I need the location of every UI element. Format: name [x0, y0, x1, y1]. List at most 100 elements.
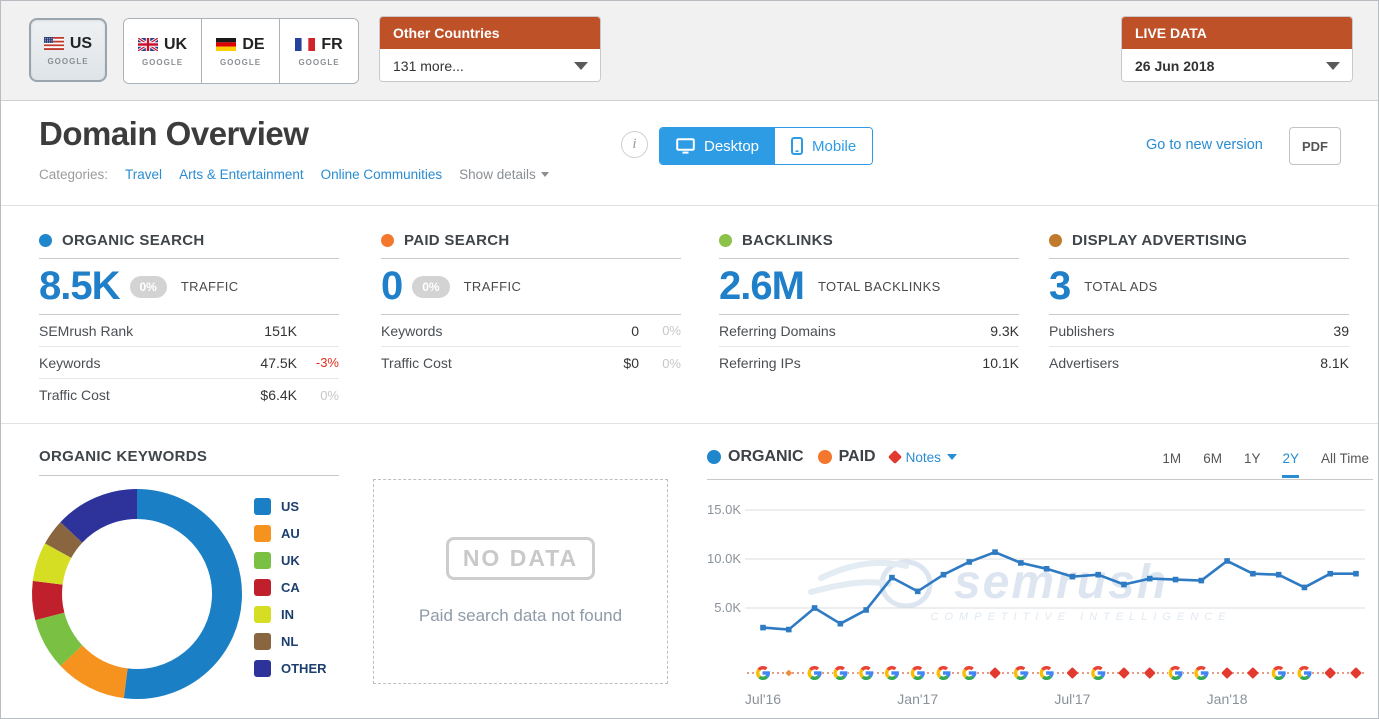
- range-tab-6m[interactable]: 6M: [1203, 451, 1222, 466]
- live-data-dropdown: LIVE DATA 26 Jun 2018: [1121, 16, 1353, 82]
- range-tab-all-time[interactable]: All Time: [1320, 451, 1369, 466]
- live-data-select[interactable]: 26 Jun 2018: [1122, 49, 1352, 81]
- google-update-icon[interactable]: [858, 665, 874, 681]
- note-marker-icon[interactable]: [1118, 667, 1130, 679]
- metric-dot-icon: [39, 234, 52, 247]
- metric-value-row: 0 0% TRAFFIC: [381, 259, 681, 315]
- google-update-icon[interactable]: [1296, 665, 1312, 681]
- donut-chart-svg: [32, 489, 242, 699]
- legend-swatch-icon: [254, 498, 271, 515]
- donut-slice-us: [123, 489, 242, 699]
- other-countries-select[interactable]: 131 more...: [380, 49, 600, 81]
- metric-big-value: 8.5K: [39, 264, 120, 308]
- legend-swatch-icon: [254, 579, 271, 596]
- note-marker-icon[interactable]: [1324, 667, 1336, 679]
- donut-legend-item: NL: [254, 633, 327, 650]
- donut-slice-au: [60, 644, 129, 699]
- legend-label: ORGANIC: [728, 448, 804, 465]
- note-marker-icon[interactable]: [989, 667, 1001, 679]
- metric-row-label: Keywords: [39, 354, 101, 371]
- category-link[interactable]: Online Communities: [320, 167, 443, 182]
- range-tab-2y[interactable]: 2Y: [1282, 451, 1299, 478]
- metric-row-value: 47.5K: [260, 354, 297, 371]
- google-update-icon[interactable]: [1271, 665, 1287, 681]
- note-marker-icon[interactable]: [1247, 667, 1259, 679]
- category-link[interactable]: Arts & Entertainment: [179, 167, 304, 182]
- country-tab-de[interactable]: DE GOOGLE: [202, 19, 280, 83]
- metric-card-organic-search: ORGANIC SEARCH 8.5K 0% TRAFFIC SEMrush Rank 1…: [39, 206, 339, 411]
- google-update-icon[interactable]: [807, 665, 823, 681]
- search-engine-label: GOOGLE: [219, 57, 262, 67]
- google-update-icon[interactable]: [1193, 665, 1209, 681]
- go-to-new-version-link[interactable]: Go to new version: [1146, 137, 1263, 153]
- categories-row: Categories: Travel Arts & Entertainment On…: [39, 167, 549, 182]
- google-update-icon[interactable]: [1013, 665, 1029, 681]
- country-tab-flag-code: UK: [137, 36, 187, 54]
- google-update-icon[interactable]: [910, 665, 926, 681]
- show-details-toggle[interactable]: Show details: [459, 167, 549, 182]
- metric-row: Keywords 47.5K -3%: [39, 347, 339, 379]
- metric-row-value: 8.1K: [1320, 355, 1349, 371]
- google-update-icon[interactable]: [755, 665, 771, 681]
- google-update-icon[interactable]: [961, 665, 977, 681]
- country-tab-fr[interactable]: FR GOOGLE: [280, 19, 358, 83]
- other-countries-value: 131 more...: [393, 57, 464, 74]
- info-icon[interactable]: i: [621, 131, 648, 158]
- other-countries-dropdown: Other Countries 131 more...: [379, 16, 601, 82]
- chevron-down-icon: [946, 454, 957, 460]
- metric-value-label: TRAFFIC: [180, 279, 239, 294]
- desktop-toggle-button[interactable]: Desktop: [660, 128, 776, 164]
- google-update-icon[interactable]: [935, 665, 951, 681]
- chevron-down-icon: [540, 172, 549, 177]
- metric-card-title: PAID SEARCH: [381, 232, 681, 259]
- country-tab-us[interactable]: US GOOGLE: [29, 18, 107, 82]
- mobile-toggle-button[interactable]: Mobile: [775, 128, 873, 164]
- range-tab-1m[interactable]: 1M: [1162, 451, 1182, 466]
- small-note-marker-icon[interactable]: [785, 669, 793, 677]
- country-code: DE: [242, 35, 265, 53]
- country-tabs: US GOOGLE UK GOOGLE DE GOOGLE FR GOOGLE: [29, 18, 359, 84]
- donut-legend-item: US: [254, 498, 327, 515]
- note-marker-icon[interactable]: [1066, 667, 1078, 679]
- organic-keywords-donut-chart: [29, 480, 245, 713]
- organic-keywords-title: ORGANIC KEYWORDS: [39, 448, 339, 476]
- country-tab-uk[interactable]: UK GOOGLE: [124, 19, 202, 83]
- metric-row-label: Publishers: [1049, 322, 1115, 339]
- metric-dot-icon: [381, 234, 394, 247]
- metric-card-title: DISPLAY ADVERTISING: [1049, 232, 1349, 259]
- metric-row-value: 10.1K: [982, 355, 1019, 371]
- live-data-value: 26 Jun 2018: [1135, 57, 1215, 74]
- de-flag-icon: [216, 38, 237, 51]
- google-update-icon[interactable]: [832, 665, 848, 681]
- desktop-icon: [676, 137, 695, 154]
- notes-dropdown[interactable]: Notes: [887, 450, 957, 465]
- note-marker-icon[interactable]: [1144, 667, 1156, 679]
- note-marker-icon[interactable]: [1350, 667, 1362, 679]
- note-marker-icon[interactable]: [1221, 667, 1233, 679]
- search-engine-label: GOOGLE: [47, 56, 89, 66]
- country-tab-flag-code: US: [43, 35, 92, 53]
- range-tabs: 1M 6M 1Y 2Y All Time: [1162, 451, 1369, 478]
- metric-row-value: 39: [1333, 322, 1349, 339]
- other-countries-header: Other Countries: [380, 17, 600, 49]
- metric-row-change: 0%: [662, 355, 681, 371]
- trend-legend: ORGANIC PAID Notes: [707, 448, 957, 466]
- google-update-icon[interactable]: [1168, 665, 1184, 681]
- svg-text:COMPETITIVE INTELLIGENCE: COMPETITIVE INTELLIGENCE: [930, 611, 1231, 623]
- legend-swatch-icon: [254, 633, 271, 650]
- metric-title-text: DISPLAY ADVERTISING: [1072, 232, 1248, 249]
- google-update-icon[interactable]: [1039, 665, 1055, 681]
- metric-row-value: 9.3K: [990, 322, 1019, 339]
- metric-row-label: Keywords: [381, 322, 443, 339]
- google-update-icon[interactable]: [1090, 665, 1106, 681]
- us-flag-icon: [43, 37, 64, 50]
- legend-label: OTHER: [281, 661, 327, 676]
- range-tab-1y[interactable]: 1Y: [1243, 451, 1261, 466]
- category-link[interactable]: Travel: [125, 167, 163, 182]
- metric-title-text: BACKLINKS: [742, 232, 834, 249]
- pdf-export-button[interactable]: PDF: [1289, 127, 1341, 165]
- metric-row-value: 151K: [264, 322, 297, 339]
- google-update-icon[interactable]: [884, 665, 900, 681]
- metric-row-value: $6.4K: [260, 387, 297, 403]
